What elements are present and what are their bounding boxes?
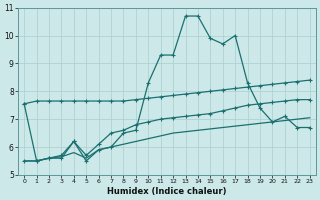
X-axis label: Humidex (Indice chaleur): Humidex (Indice chaleur): [107, 187, 227, 196]
